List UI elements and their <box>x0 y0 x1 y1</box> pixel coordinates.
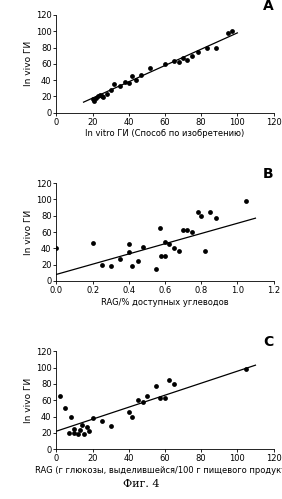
Point <box>99 92 104 100</box>
Point <box>94 94 98 102</box>
Point <box>54 245 59 252</box>
Point <box>123 78 127 86</box>
Point <box>181 54 185 62</box>
Point <box>199 212 203 220</box>
Point <box>90 95 95 103</box>
Text: C: C <box>263 335 274 349</box>
Point <box>190 228 194 236</box>
Point <box>76 431 80 439</box>
Point <box>163 60 167 68</box>
Point <box>72 425 77 433</box>
Y-axis label: In vivo ГИ: In vivo ГИ <box>24 41 33 86</box>
Point <box>166 240 171 248</box>
Point <box>118 82 122 90</box>
Point <box>92 96 97 104</box>
Point <box>202 247 207 255</box>
Point <box>85 423 89 431</box>
Point <box>244 365 249 373</box>
Point <box>99 260 104 268</box>
Point <box>72 429 77 437</box>
Point <box>108 422 113 430</box>
Y-axis label: In vivo ГИ: In vivo ГИ <box>24 210 33 254</box>
Point <box>136 396 140 404</box>
Point <box>136 256 140 264</box>
Point <box>130 72 135 80</box>
Point <box>226 29 231 37</box>
Y-axis label: In vivo ГИ: In vivo ГИ <box>24 378 33 423</box>
Point <box>184 227 189 235</box>
Point <box>101 93 106 101</box>
Point <box>67 429 71 437</box>
Text: Фиг. 4: Фиг. 4 <box>123 479 159 489</box>
Point <box>181 226 185 234</box>
Point <box>63 404 68 412</box>
Point <box>195 47 200 55</box>
Point <box>139 71 144 79</box>
Point <box>130 413 135 421</box>
Point <box>190 52 194 60</box>
Point <box>172 245 176 252</box>
Point <box>213 214 218 222</box>
Point <box>98 91 102 99</box>
Point <box>159 252 164 260</box>
Point <box>157 394 162 402</box>
X-axis label: RAG/% доступных углеводов: RAG/% доступных углеводов <box>101 297 229 306</box>
Point <box>118 255 122 263</box>
Point <box>166 376 171 384</box>
Point <box>172 57 176 65</box>
Point <box>127 249 131 256</box>
Point <box>145 392 149 400</box>
Point <box>172 380 176 388</box>
Point <box>208 208 212 216</box>
Point <box>163 252 167 260</box>
Point <box>177 58 182 66</box>
Point <box>163 394 167 402</box>
Point <box>96 92 100 100</box>
Point <box>130 262 135 270</box>
Point <box>148 64 153 72</box>
Point <box>112 80 116 88</box>
Point <box>69 413 73 421</box>
Text: A: A <box>263 0 274 13</box>
Point <box>134 76 138 84</box>
Point <box>81 431 86 439</box>
Point <box>141 398 146 406</box>
Point <box>177 247 182 255</box>
Point <box>127 409 131 417</box>
Point <box>58 392 62 400</box>
Point <box>213 43 218 51</box>
Point <box>154 264 158 272</box>
Text: B: B <box>263 167 274 181</box>
X-axis label: In vitro ГИ (Способ по изобретению): In vitro ГИ (Способ по изобретению) <box>85 129 244 138</box>
Point <box>157 224 162 232</box>
Point <box>154 382 158 390</box>
Point <box>244 197 249 205</box>
Point <box>80 421 84 429</box>
Point <box>78 426 82 434</box>
Point <box>90 239 95 247</box>
Point <box>163 238 167 246</box>
X-axis label: RAG (г глюкозы, выделившейся/100 г пищевого продукта): RAG (г глюкозы, выделившейся/100 г пищев… <box>35 466 282 475</box>
Point <box>204 43 209 51</box>
Point <box>195 208 200 216</box>
Point <box>108 262 113 270</box>
Point <box>141 243 146 250</box>
Point <box>184 56 189 64</box>
Point <box>127 79 131 87</box>
Point <box>230 27 234 35</box>
Point <box>99 417 104 425</box>
Point <box>90 414 95 422</box>
Point <box>105 90 109 98</box>
Point <box>87 427 91 435</box>
Point <box>108 86 113 94</box>
Point <box>127 240 131 248</box>
